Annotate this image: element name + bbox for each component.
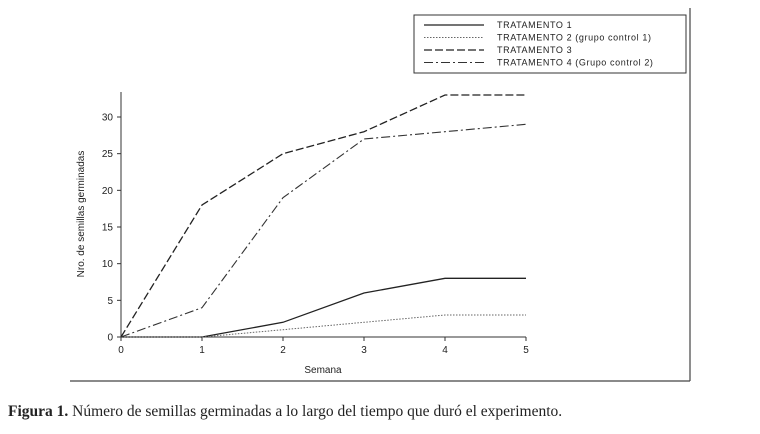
legend-label-2: TRATAMENTO 2 (grupo control 1)	[497, 33, 652, 43]
x-tick-label: 3	[361, 345, 367, 356]
y-tick-label: 10	[102, 259, 114, 270]
y-tick-label: 30	[102, 113, 114, 124]
x-ticks: 0 1 2 3 4 5	[118, 337, 529, 356]
series-lines	[120, 94, 527, 338]
x-axis-title: Semana	[304, 365, 342, 376]
series-line-2	[121, 314, 526, 338]
y-tick-label: 20	[102, 186, 114, 197]
y-tick-label: 15	[102, 223, 114, 234]
series-line-4	[120, 123, 527, 338]
y-tick-label: 5	[107, 296, 113, 307]
legend-label-1: TRATAMENTO 1	[497, 20, 572, 30]
y-ticks: 0 5 10 15 20 25 30	[102, 113, 121, 344]
x-tick-label: 5	[523, 345, 529, 356]
caption-label: Figura 1.	[8, 403, 69, 420]
legend-label-4: TRATAMENTO 4 (Grupo control 2)	[497, 58, 654, 68]
series-line-1	[121, 277, 526, 338]
x-tick-label: 0	[118, 345, 124, 356]
x-tick-label: 1	[199, 345, 205, 356]
legend-label-3: TRATAMENTO 3	[497, 45, 572, 55]
y-tick-label: 25	[102, 149, 114, 160]
y-axis-title: Nro. de semillas germinadas	[76, 151, 87, 278]
legend-items: TRATAMENTO 1 TRATAMENTO 2 (grupo control …	[424, 20, 654, 68]
caption-text: Número de semillas germinadas a lo largo…	[68, 403, 563, 420]
y-tick-label: 0	[107, 333, 113, 344]
x-tick-label: 4	[442, 345, 448, 356]
series-line-3	[120, 94, 526, 338]
x-tick-label: 2	[280, 345, 286, 356]
figure-caption: Figura 1. Número de semillas germinadas …	[8, 403, 756, 421]
line-chart: 0 5 10 15 20 25 30 0 1 2 3 4 5 Semana Nro. de semil…	[70, 8, 691, 382]
legend: TRATAMENTO 1 TRATAMENTO 2 (grupo control …	[413, 14, 687, 74]
